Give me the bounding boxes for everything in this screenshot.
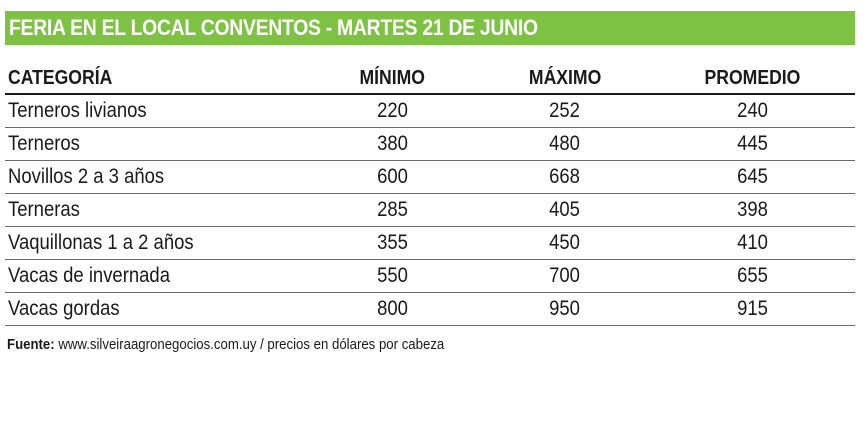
cell-maximo: 252 <box>480 94 650 128</box>
table-row: Vaquillonas 1 a 2 años 355 450 410 <box>5 226 855 260</box>
cell-maximo: 668 <box>480 160 650 194</box>
cell-minimo: 355 <box>305 226 480 260</box>
cell-categoria: Vaquillonas 1 a 2 años <box>5 226 305 260</box>
cell-categoria: Vacas de invernada <box>5 259 305 293</box>
table-row: Vacas de invernada 550 700 655 <box>5 259 855 293</box>
header-cell-promedio: PROMEDIO <box>650 64 855 95</box>
table-body: Terneros livianos 220 252 240 Terneros 380 480… <box>5 94 855 326</box>
header-cell-maximo: MÁXIMO <box>480 64 650 95</box>
cell-maximo: 700 <box>480 259 650 293</box>
table-row: Terneras 285 405 398 <box>5 193 855 227</box>
header-row: CATEGORÍA MÍNIMO MÁXIMO PROMEDIO <box>5 64 855 95</box>
cell-minimo: 800 <box>305 292 480 326</box>
cell-minimo: 550 <box>305 259 480 293</box>
source-text: www.silveiraagronegocios.com.uy / precio… <box>54 335 445 353</box>
table-row: Terneros livianos 220 252 240 <box>5 94 855 128</box>
cell-categoria: Vacas gordas <box>5 292 305 326</box>
cell-promedio: 240 <box>650 94 855 128</box>
price-table-graphic: FERIA EN EL LOCAL CONVENTOS - MARTES 21 … <box>5 11 855 353</box>
cell-categoria: Terneros livianos <box>5 94 305 128</box>
cell-maximo: 450 <box>480 226 650 260</box>
cell-maximo: 480 <box>480 127 650 161</box>
cell-promedio: 445 <box>650 127 855 161</box>
source-note: Fuente: www.silveiraagronegocios.com.uy … <box>5 336 855 353</box>
cell-promedio: 645 <box>650 160 855 194</box>
table-row: Novillos 2 a 3 años 600 668 645 <box>5 160 855 194</box>
cell-minimo: 285 <box>305 193 480 227</box>
price-table: CATEGORÍA MÍNIMO MÁXIMO PROMEDIO Ternero… <box>5 64 855 326</box>
header-cell-categoria: CATEGORÍA <box>5 64 305 95</box>
cell-minimo: 220 <box>305 94 480 128</box>
source-label: Fuente: <box>7 335 55 353</box>
table-row: Terneros 380 480 445 <box>5 127 855 161</box>
header-cell-minimo: MÍNIMO <box>305 64 480 95</box>
title-bar: FERIA EN EL LOCAL CONVENTOS - MARTES 21 … <box>5 11 855 45</box>
cell-categoria: Terneros <box>5 127 305 161</box>
cell-promedio: 398 <box>650 193 855 227</box>
cell-maximo: 405 <box>480 193 650 227</box>
cell-promedio: 915 <box>650 292 855 326</box>
cell-minimo: 600 <box>305 160 480 194</box>
cell-promedio: 655 <box>650 259 855 293</box>
table-row: Vacas gordas 800 950 915 <box>5 292 855 326</box>
cell-minimo: 380 <box>305 127 480 161</box>
cell-promedio: 410 <box>650 226 855 260</box>
table-title: FERIA EN EL LOCAL CONVENTOS - MARTES 21 … <box>9 15 538 40</box>
cell-categoria: Novillos 2 a 3 años <box>5 160 305 194</box>
cell-categoria: Terneras <box>5 193 305 227</box>
cell-maximo: 950 <box>480 292 650 326</box>
